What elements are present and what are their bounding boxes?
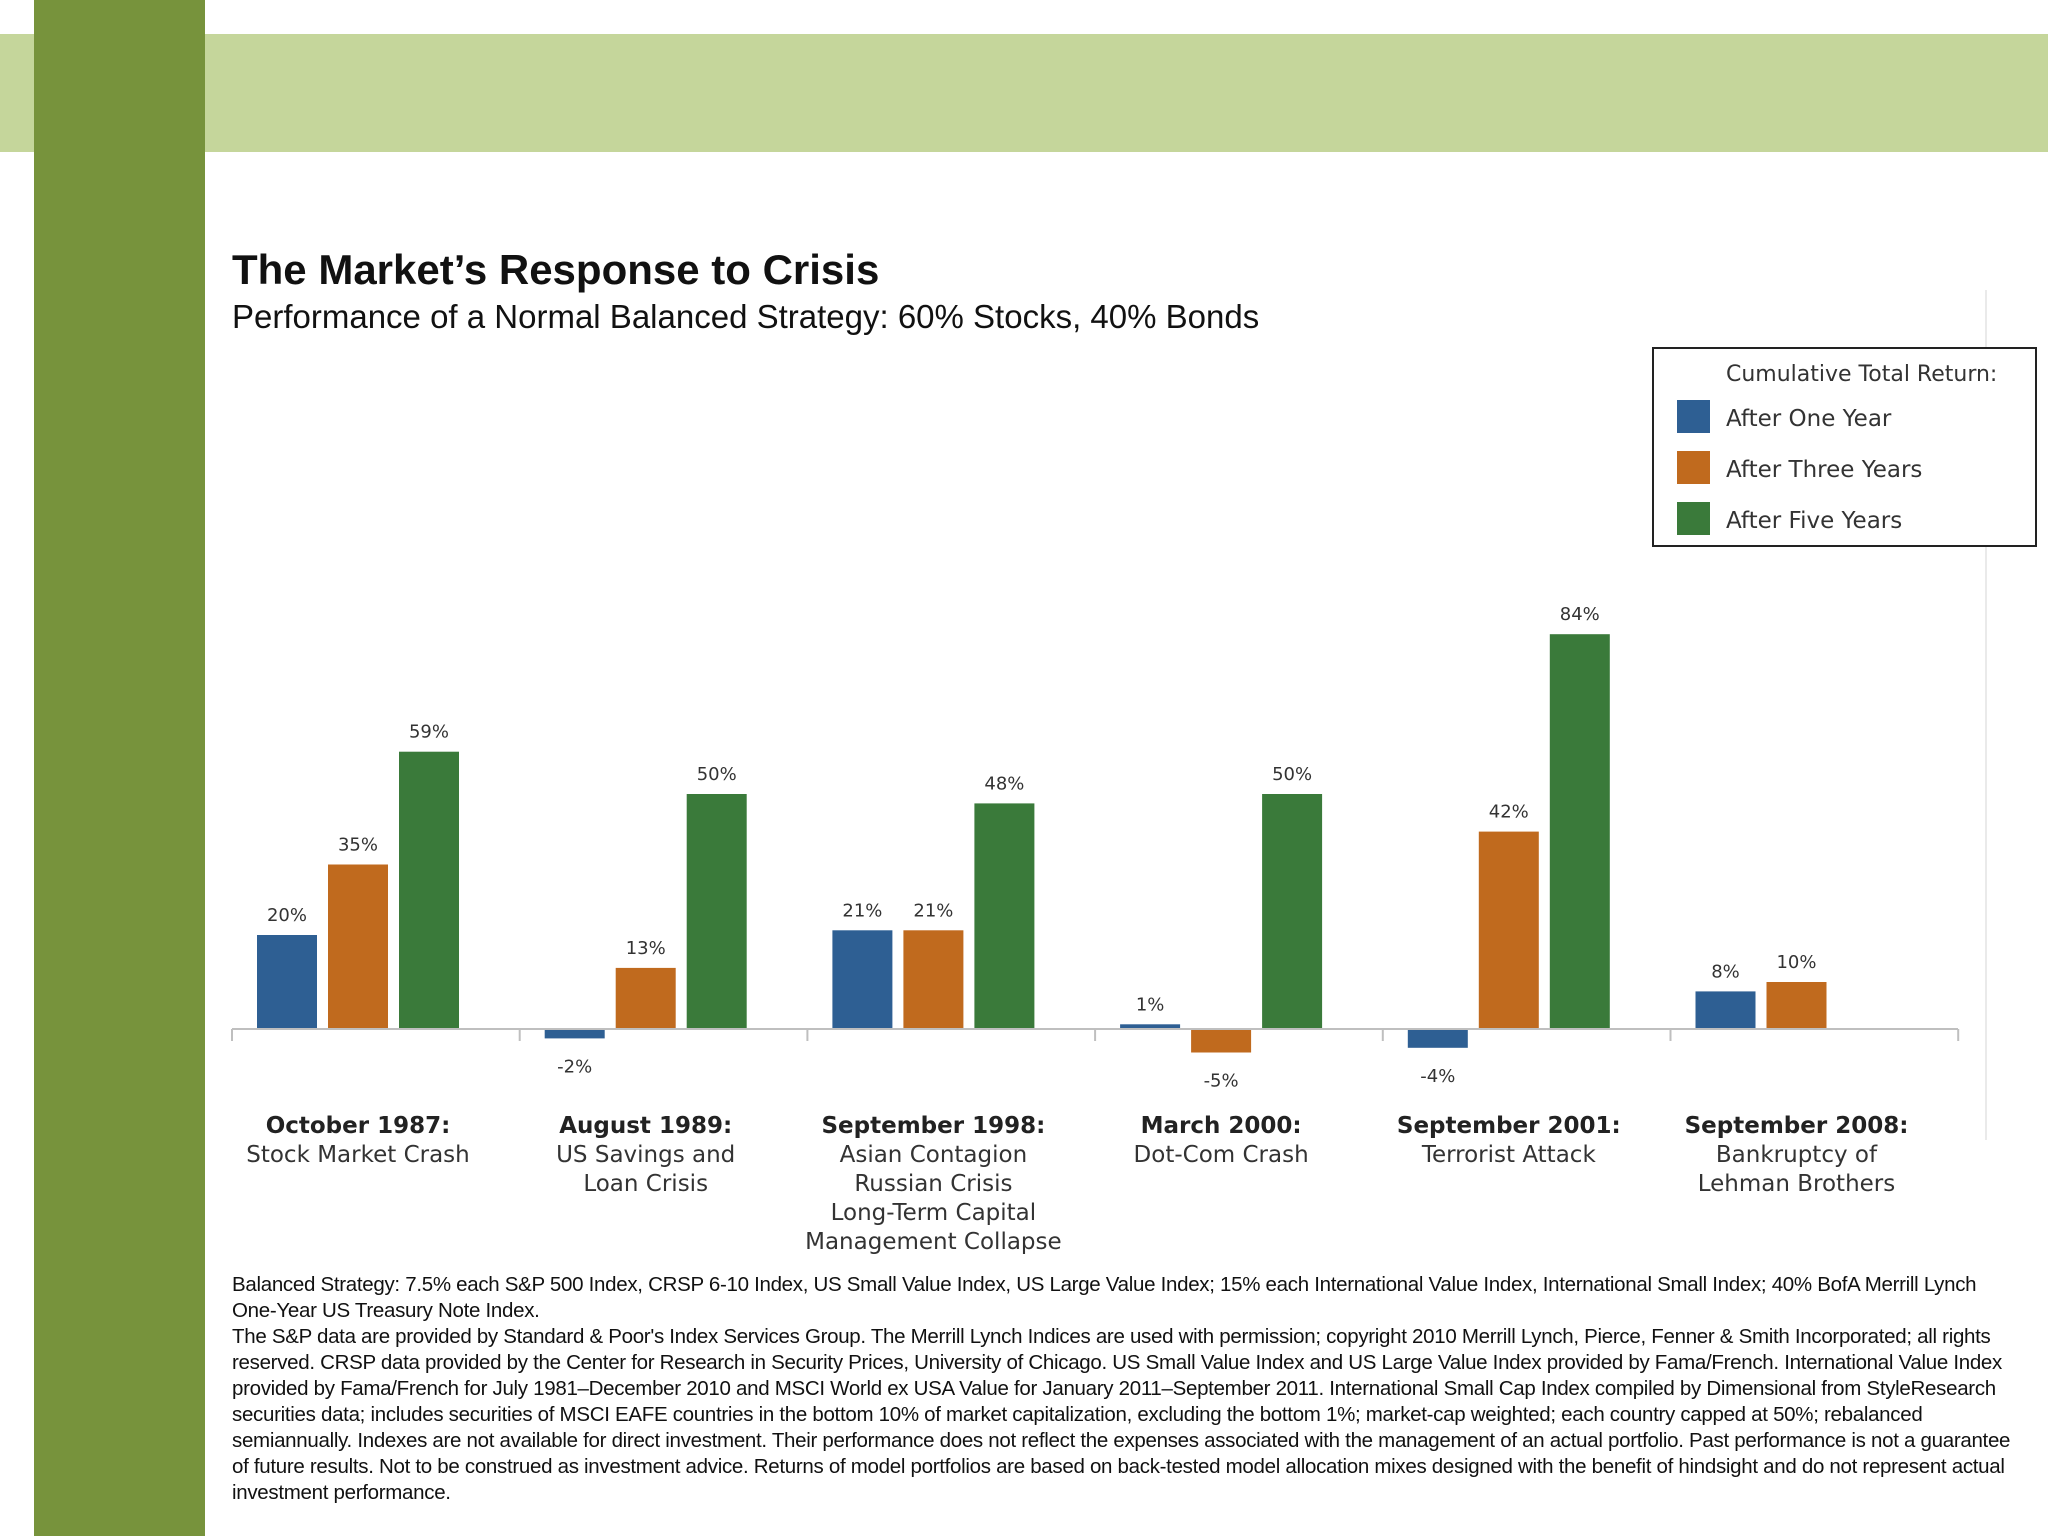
footnote: Balanced Strategy: 7.5% each S&P 500 Ind…: [232, 1272, 2012, 1506]
bar-1-1: [257, 935, 317, 1029]
header-band: [0, 34, 2048, 152]
bar-5-3: [1549, 634, 1610, 1029]
footnote-paragraph-1: Balanced Strategy: 7.5% each S&P 500 Ind…: [232, 1273, 1977, 1322]
value-label: 8%: [1711, 961, 1740, 982]
chart-subtitle: Performance of a Normal Balanced Strateg…: [232, 298, 1260, 335]
legend-swatch: [1677, 502, 1710, 535]
legend-box: [1652, 347, 2037, 547]
value-label: -5%: [1204, 1071, 1239, 1092]
category-line: Loan Crisis: [583, 1171, 708, 1197]
bar-3-2: [903, 930, 964, 1029]
chart-title: The Market’s Response to Crisis: [232, 246, 880, 293]
category-title: September 1998:: [821, 1113, 1045, 1139]
bar-6-1: [1695, 991, 1756, 1029]
legend-label: After Three Years: [1726, 457, 1922, 483]
bar-2-3: [686, 794, 747, 1029]
bar-3-3: [974, 803, 1035, 1029]
category-title: October 1987:: [266, 1113, 451, 1139]
value-label: 10%: [1776, 952, 1816, 973]
bar-4-3: [1262, 794, 1323, 1029]
category-line: Stock Market Crash: [246, 1142, 470, 1168]
value-label: -2%: [557, 1056, 592, 1077]
value-label: 42%: [1489, 802, 1529, 823]
category-title: March 2000:: [1141, 1113, 1302, 1139]
category-line: Russian Crisis: [854, 1171, 1012, 1197]
value-label: 13%: [626, 938, 666, 959]
category-line: Terrorist Attack: [1421, 1142, 1597, 1168]
category-line: Bankruptcy of: [1716, 1142, 1878, 1168]
value-label: 48%: [984, 773, 1024, 794]
value-label: 21%: [842, 900, 882, 921]
category-line: Dot-Com Crash: [1134, 1142, 1309, 1168]
legend-label: After Five Years: [1726, 508, 1902, 534]
value-label: 50%: [1272, 764, 1312, 785]
value-label: 1%: [1136, 994, 1165, 1015]
category-title: September 2001:: [1397, 1113, 1621, 1139]
legend-title: Cumulative Total Return:: [1726, 362, 1997, 387]
category-line: US Savings and: [556, 1142, 735, 1168]
value-label: 50%: [697, 764, 737, 785]
category-title: September 2008:: [1685, 1113, 1909, 1139]
value-label: -4%: [1420, 1066, 1455, 1087]
category-line: Asian Contagion: [840, 1142, 1028, 1168]
bar-5-1: [1407, 1029, 1468, 1048]
value-label: 84%: [1560, 604, 1600, 625]
category-title: August 1989:: [559, 1113, 732, 1139]
bar-5-2: [1478, 831, 1539, 1029]
legend-swatch: [1677, 400, 1710, 433]
bar-3-1: [832, 930, 893, 1029]
side-bar: [34, 0, 205, 1536]
value-label: 35%: [338, 835, 378, 856]
legend-swatch: [1677, 451, 1710, 484]
value-label: 20%: [267, 905, 307, 926]
legend-label: After One Year: [1726, 406, 1892, 432]
category-line: Long-Term Capital: [831, 1200, 1037, 1226]
category-line: Management Collapse: [805, 1229, 1062, 1255]
bar-2-2: [615, 967, 676, 1029]
bar-4-2: [1191, 1029, 1252, 1053]
bar-2-1: [544, 1029, 605, 1039]
bar-1-3: [399, 751, 459, 1029]
value-label: 21%: [913, 900, 953, 921]
bar-1-2: [328, 864, 388, 1029]
value-label: 59%: [409, 722, 449, 743]
bar-6-2: [1766, 982, 1827, 1029]
category-line: Lehman Brothers: [1698, 1171, 1896, 1197]
bar-4-1: [1120, 1024, 1181, 1029]
footnote-paragraph-2: The S&P data are provided by Standard & …: [232, 1325, 2011, 1504]
